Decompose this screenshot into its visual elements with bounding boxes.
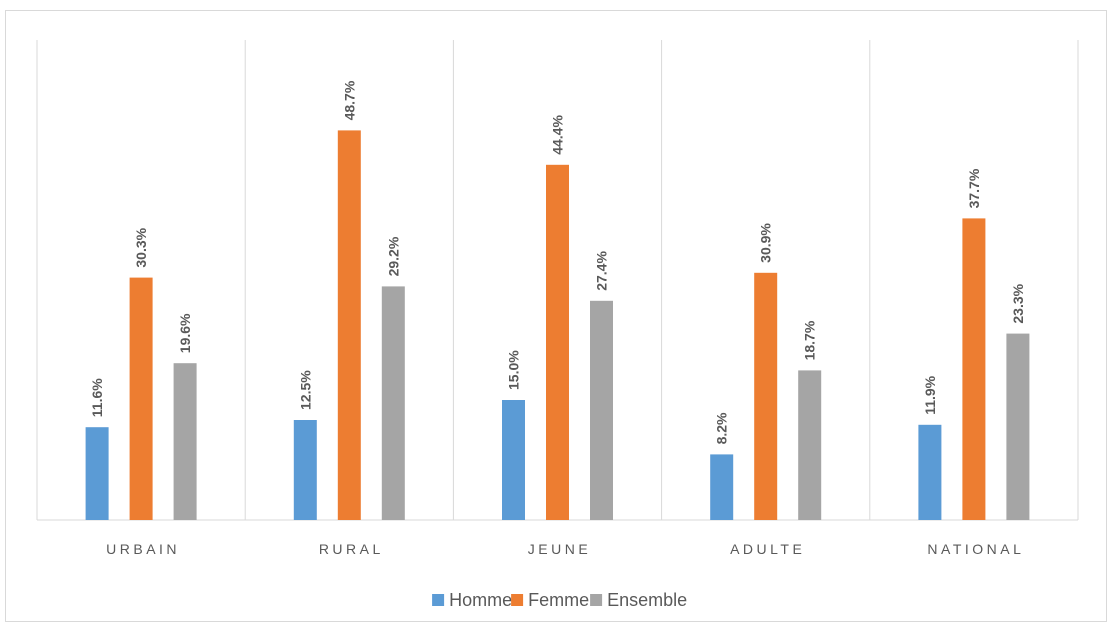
bar-ensemble-rural xyxy=(381,286,405,520)
bar-ensemble-jeune xyxy=(590,300,613,520)
data-label: 11.6% xyxy=(89,378,105,417)
category-label: ADULTE xyxy=(730,541,805,557)
data-label: 18.7% xyxy=(802,320,818,360)
category-label: URBAIN xyxy=(106,541,180,557)
category-label: JEUNE xyxy=(528,541,591,557)
data-label: 11.9% xyxy=(922,375,938,414)
bar-ensemble-national xyxy=(1006,333,1030,520)
bar-ensemble-adulte xyxy=(798,370,822,520)
bar-homme-urbain xyxy=(85,427,109,520)
data-label: 30.9% xyxy=(758,223,774,263)
bar-femme-national xyxy=(962,218,986,520)
bar-homme-rural xyxy=(293,420,317,520)
data-label: 12.5% xyxy=(297,370,313,410)
data-label: 23.3% xyxy=(1010,283,1026,323)
bar-homme-national xyxy=(918,424,942,520)
legend-swatch xyxy=(590,594,603,606)
legend-swatch xyxy=(511,594,524,606)
data-label: 8.2% xyxy=(714,412,730,444)
legend-item-homme: Homme xyxy=(432,590,512,610)
data-label: 37.7% xyxy=(966,168,982,208)
legend-label: Femme xyxy=(528,590,589,610)
bar-femme-jeune xyxy=(546,164,569,521)
legend-swatch xyxy=(432,594,445,606)
category-label: NATIONAL xyxy=(927,541,1024,557)
bar-homme-adulte xyxy=(710,454,734,520)
bar-femme-rural xyxy=(337,130,361,520)
legend-label: Ensemble xyxy=(607,590,687,610)
bar-femme-adulte xyxy=(754,272,778,520)
data-label: 19.6% xyxy=(177,313,193,353)
legend-item-ensemble: Ensemble xyxy=(590,590,687,610)
legend-item-femme: Femme xyxy=(511,590,589,610)
data-label: 27.4% xyxy=(594,251,610,291)
bar-femme-urbain xyxy=(129,277,153,520)
legend-label: Homme xyxy=(449,590,512,610)
bar-ensemble-urbain xyxy=(173,363,197,520)
data-label: 15.0% xyxy=(506,350,522,390)
bar-homme-jeune xyxy=(502,400,525,520)
data-label: 44.4% xyxy=(550,115,566,155)
data-label: 48.7% xyxy=(341,80,357,120)
category-label: RURAL xyxy=(319,541,384,557)
data-label: 29.2% xyxy=(385,236,401,276)
data-label: 30.3% xyxy=(133,227,149,267)
